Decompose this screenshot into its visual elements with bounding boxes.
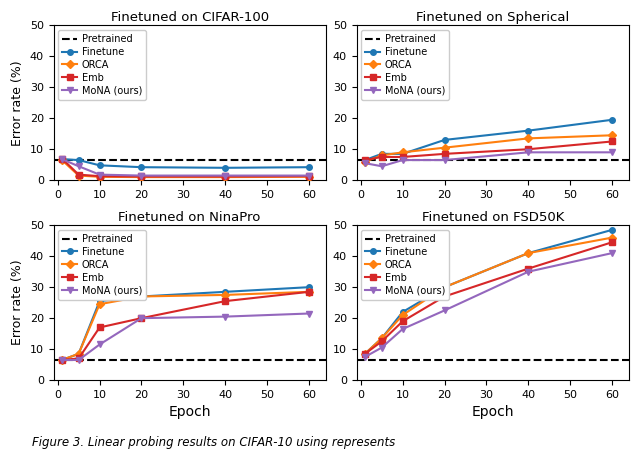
X-axis label: Epoch: Epoch — [472, 405, 514, 420]
Legend: Pretrained, Finetune, ORCA, Emb, MoNA (ours): Pretrained, Finetune, ORCA, Emb, MoNA (o… — [58, 30, 146, 99]
Title: Finetuned on Spherical: Finetuned on Spherical — [416, 11, 570, 24]
X-axis label: Epoch: Epoch — [168, 405, 211, 420]
Title: Finetuned on NinaPro: Finetuned on NinaPro — [118, 211, 261, 224]
Legend: Pretrained, Finetune, ORCA, Emb, MoNA (ours): Pretrained, Finetune, ORCA, Emb, MoNA (o… — [58, 230, 146, 300]
Title: Finetuned on FSD50K: Finetuned on FSD50K — [422, 211, 564, 224]
Legend: Pretrained, Finetune, ORCA, Emb, MoNA (ours): Pretrained, Finetune, ORCA, Emb, MoNA (o… — [362, 230, 449, 300]
Y-axis label: Error rate (%): Error rate (%) — [11, 60, 24, 146]
Text: Figure 3. Linear probing results on CIFAR-10 using represents: Figure 3. Linear probing results on CIFA… — [32, 436, 396, 449]
Title: Finetuned on CIFAR-100: Finetuned on CIFAR-100 — [111, 11, 269, 24]
Legend: Pretrained, Finetune, ORCA, Emb, MoNA (ours): Pretrained, Finetune, ORCA, Emb, MoNA (o… — [362, 30, 449, 99]
Y-axis label: Error rate (%): Error rate (%) — [11, 260, 24, 345]
